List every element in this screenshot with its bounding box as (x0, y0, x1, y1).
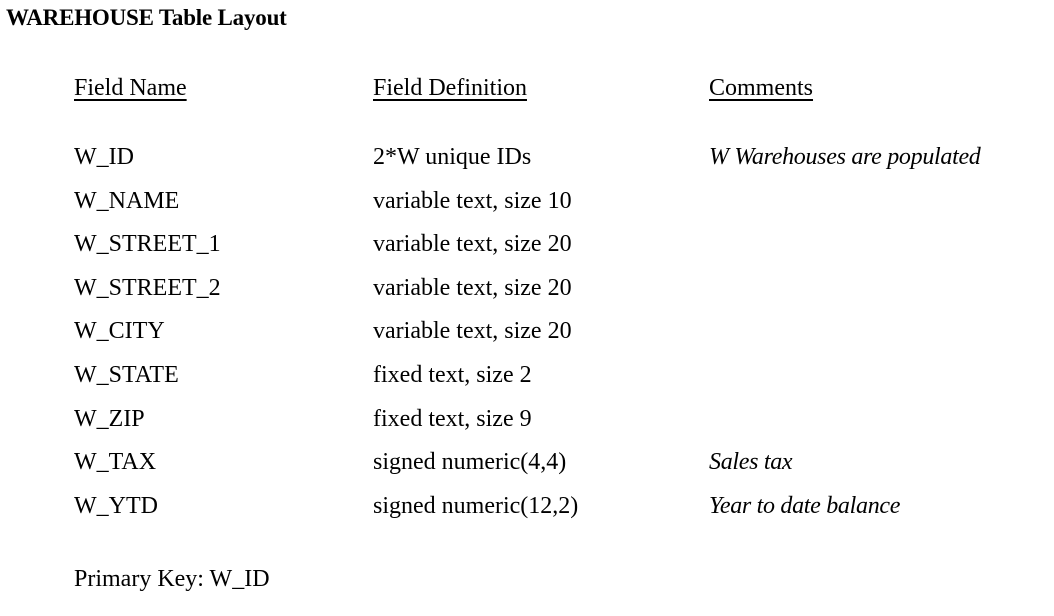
table-row: W_STREET_1 variable text, size 20 (0, 229, 1054, 273)
field-definition-cell: fixed text, size 9 (373, 405, 532, 432)
header-comments: Comments (709, 75, 814, 101)
primary-key-label: Primary Key: (74, 566, 210, 592)
field-definition-cell: variable text, size 20 (373, 274, 572, 301)
field-name-cell: W_NAME (74, 187, 180, 214)
header-field-definition: Field Definition (373, 75, 527, 101)
table-row: W_TAX signed numeric(4,4) Sales tax (0, 447, 1054, 491)
field-name-cell: W_ID (74, 144, 134, 170)
field-name-cell: W_YTD (74, 492, 158, 519)
document-title: WAREHOUSE Table Layout (6, 5, 287, 30)
field-definition-cell: signed numeric(4,4) (373, 449, 567, 476)
table-row: W_YTD signed numeric(12,2) Year to date … (0, 491, 1054, 535)
field-comment-cell: W Warehouses are populated (709, 144, 981, 170)
primary-key-line: Primary Key: W_ID (74, 564, 270, 594)
table-row: W_ZIP fixed text, size 9 (0, 404, 1054, 448)
table-row: W_NAME variable text, size 10 (0, 186, 1054, 230)
field-definition-cell: variable text, size 20 (373, 318, 572, 345)
field-name-cell: W_ZIP (74, 405, 145, 432)
field-definition-cell: 2*W unique IDs (373, 144, 532, 170)
field-comment-cell: Sales tax (709, 449, 793, 476)
field-definition-cell: variable text, size 10 (373, 187, 572, 214)
field-name-cell: W_STREET_1 (74, 231, 221, 258)
field-name-cell: W_TAX (74, 449, 157, 476)
field-name-cell: W_CITY (74, 318, 165, 345)
field-name-cell: W_STREET_2 (74, 274, 221, 301)
field-definition-cell: fixed text, size 2 (373, 361, 532, 388)
field-comment-cell: Year to date balance (709, 492, 901, 519)
field-definition-cell: signed numeric(12,2) (373, 492, 579, 519)
table-row: W_ID 2*W unique IDs W Warehouses are pop… (0, 142, 1054, 186)
field-definition-cell: variable text, size 20 (373, 231, 572, 258)
field-table: W_ID 2*W unique IDs W Warehouses are pop… (0, 142, 1054, 534)
table-row: W_STREET_2 variable text, size 20 (0, 273, 1054, 317)
header-field-name: Field Name (74, 75, 187, 101)
primary-key-value: W_ID (209, 566, 270, 592)
table-row: W_STATE fixed text, size 2 (0, 360, 1054, 404)
field-name-cell: W_STATE (74, 361, 179, 388)
table-row: W_CITY variable text, size 20 (0, 316, 1054, 360)
